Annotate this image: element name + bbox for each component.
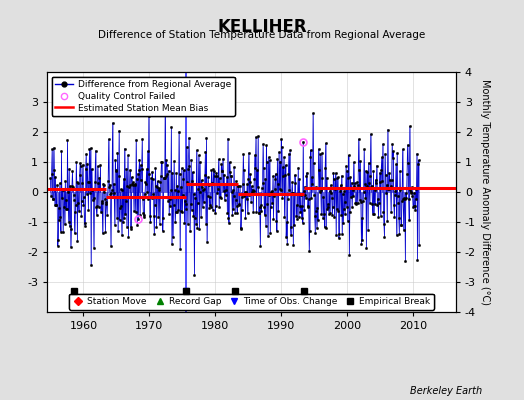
Text: Difference of Station Temperature Data from Regional Average: Difference of Station Temperature Data f… bbox=[99, 30, 425, 40]
Y-axis label: Monthly Temperature Anomaly Difference (°C): Monthly Temperature Anomaly Difference (… bbox=[480, 79, 490, 305]
Text: KELLIHER: KELLIHER bbox=[217, 18, 307, 36]
Legend: Station Move, Record Gap, Time of Obs. Change, Empirical Break: Station Move, Record Gap, Time of Obs. C… bbox=[70, 294, 433, 310]
Text: Berkeley Earth: Berkeley Earth bbox=[410, 386, 482, 396]
